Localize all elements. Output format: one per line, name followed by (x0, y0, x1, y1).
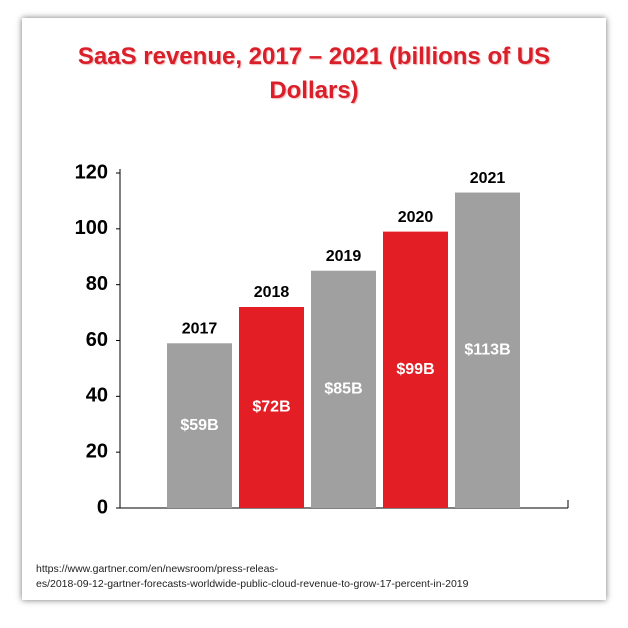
bar (383, 231, 448, 508)
bar (455, 192, 520, 508)
y-tick-label: 60 (86, 329, 108, 351)
category-label: 2019 (326, 248, 362, 265)
y-tick-label: 40 (86, 385, 108, 407)
value-label: $99B (396, 361, 434, 378)
bar (239, 307, 304, 508)
source-line: https://www.gartner.com/en/newsroom/pres… (36, 563, 279, 575)
chart-title: SaaS revenue, 2017 – 2021 (billions of U… (77, 43, 551, 104)
y-tick-label: 100 (75, 217, 108, 239)
value-label: $72B (252, 399, 290, 416)
value-label: $113B (464, 341, 510, 358)
category-label: 2018 (254, 284, 290, 301)
y-tick-label: 80 (86, 273, 108, 295)
bar (311, 270, 376, 508)
y-tick-label: 20 (86, 440, 108, 462)
source-line: es/2018-09-12-gartner-forecasts-worldwid… (36, 578, 469, 590)
value-label: $59B (180, 417, 218, 434)
value-label: $85B (324, 381, 362, 398)
category-label: 2021 (470, 170, 506, 187)
category-label: 2017 (182, 321, 218, 338)
y-tick-label: 0 (97, 496, 108, 518)
y-tick-label: 120 (75, 161, 108, 183)
bar (167, 343, 232, 508)
category-label: 2020 (398, 209, 434, 226)
